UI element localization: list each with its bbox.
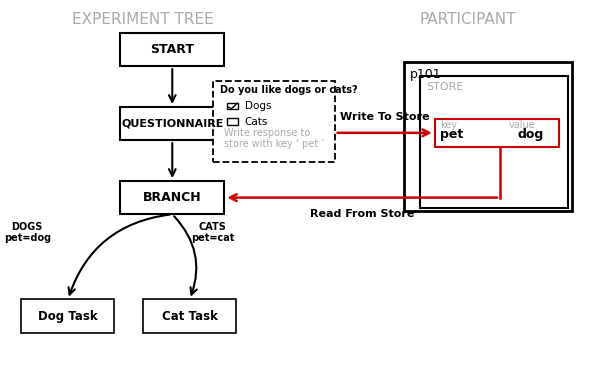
Text: PARTICIPANT: PARTICIPANT [420, 13, 516, 28]
FancyBboxPatch shape [420, 76, 568, 208]
Text: Write response to
store with key ‘ pet ’: Write response to store with key ‘ pet ’ [224, 128, 325, 149]
FancyBboxPatch shape [227, 118, 238, 125]
FancyBboxPatch shape [143, 300, 236, 333]
Text: EXPERIMENT TREE: EXPERIMENT TREE [72, 13, 214, 28]
Text: Cat Task: Cat Task [162, 310, 218, 323]
FancyBboxPatch shape [120, 33, 224, 66]
Text: value: value [509, 120, 536, 130]
Text: DOGS
pet=dog: DOGS pet=dog [4, 222, 51, 243]
Text: Cats: Cats [245, 117, 268, 127]
Text: key: key [441, 120, 457, 130]
FancyBboxPatch shape [21, 300, 114, 333]
Text: Do you like dogs or cats?: Do you like dogs or cats? [220, 85, 358, 95]
Text: START: START [150, 43, 194, 56]
Text: BRANCH: BRANCH [143, 191, 202, 204]
FancyBboxPatch shape [213, 81, 335, 162]
Text: QUESTIONNAIRE: QUESTIONNAIRE [121, 119, 223, 129]
Text: Write To Store: Write To Store [340, 112, 429, 122]
FancyBboxPatch shape [120, 107, 224, 140]
Text: STORE: STORE [426, 82, 463, 92]
Text: CATS
pet=cat: CATS pet=cat [191, 222, 235, 243]
Text: Dogs: Dogs [245, 101, 271, 111]
Text: Read From Store: Read From Store [310, 209, 414, 219]
FancyBboxPatch shape [120, 181, 224, 214]
FancyBboxPatch shape [227, 103, 238, 110]
Text: pet: pet [441, 128, 464, 141]
Text: dog: dog [518, 128, 544, 141]
FancyBboxPatch shape [435, 119, 559, 147]
Text: Dog Task: Dog Task [38, 310, 98, 323]
FancyBboxPatch shape [404, 62, 573, 211]
Text: p101: p101 [410, 68, 442, 81]
